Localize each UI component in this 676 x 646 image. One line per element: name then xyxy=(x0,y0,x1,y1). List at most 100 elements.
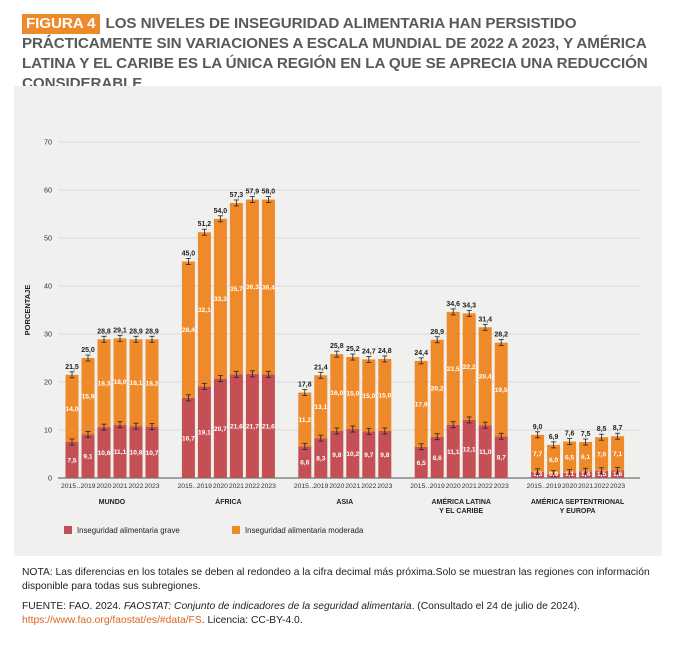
total-value-label: 25,2 xyxy=(346,346,360,353)
bar-moderate xyxy=(579,442,593,472)
total-value-label: 29,1 xyxy=(113,327,127,334)
total-value-label: 24,7 xyxy=(362,348,376,355)
total-value-label: 45,0 xyxy=(182,251,196,258)
category-label: 2019 xyxy=(197,483,212,490)
bar-moderate xyxy=(298,392,312,447)
bar-severe xyxy=(378,430,392,478)
category-label: 2019 xyxy=(430,483,445,490)
category-label: 2023 xyxy=(261,483,276,490)
bar-severe xyxy=(494,436,508,478)
bar-severe xyxy=(213,378,227,478)
total-value-label: 25,0 xyxy=(81,347,95,354)
severe-value-label: 0,9 xyxy=(549,471,558,478)
bar-severe xyxy=(65,442,79,478)
total-value-label: 54,0 xyxy=(214,208,228,215)
severe-value-label: 20,7 xyxy=(214,426,227,433)
moderate-value-label: 15,0 xyxy=(378,392,391,399)
legend-swatch xyxy=(64,526,72,534)
severe-value-label: 1,6 xyxy=(613,471,622,478)
moderate-value-label: 35,7 xyxy=(230,286,243,293)
group-label: AMÉRICA LATINA xyxy=(431,497,491,506)
y-tick-label: 40 xyxy=(44,282,52,291)
bar-severe xyxy=(414,446,428,478)
bar-severe xyxy=(97,427,111,478)
moderate-value-label: 18,0 xyxy=(114,379,127,386)
category-label: 2020 xyxy=(329,483,344,490)
y-tick-label: 0 xyxy=(48,474,52,483)
bar-moderate xyxy=(531,434,545,472)
bar-severe xyxy=(462,419,476,478)
total-value-label: 7,5 xyxy=(581,431,591,438)
source-consulted: . (Consultado el 24 de julio de 2024). xyxy=(411,601,580,612)
moderate-value-label: 6,1 xyxy=(581,454,590,461)
y-tick-label: 70 xyxy=(44,138,52,147)
severe-value-label: 21,7 xyxy=(246,423,259,430)
moderate-value-label: 18,3 xyxy=(98,381,111,388)
severe-value-label: 1,3 xyxy=(533,471,542,478)
moderate-value-label: 6,0 xyxy=(549,457,558,464)
total-value-label: 9,0 xyxy=(533,424,543,431)
severe-value-label: 21,6 xyxy=(230,424,243,431)
total-value-label: 7,6 xyxy=(565,431,575,438)
moderate-value-label: 6,5 xyxy=(565,455,574,462)
severe-value-label: 11,1 xyxy=(114,449,127,456)
bar-moderate xyxy=(129,339,143,427)
total-value-label: 34,3 xyxy=(462,302,476,309)
bar-moderate xyxy=(378,358,392,431)
severe-value-label: 11,0 xyxy=(479,449,492,456)
severe-value-label: 19,1 xyxy=(198,430,211,437)
group-label: AMÉRICA SEPTENTRIONAL xyxy=(531,497,625,506)
group-label: MUNDO xyxy=(99,499,126,506)
moderate-value-label: 7,7 xyxy=(533,451,542,458)
category-label: 2020 xyxy=(446,483,461,490)
severe-value-label: 21,6 xyxy=(262,424,275,431)
severe-value-label: 9,7 xyxy=(364,452,373,459)
moderate-value-label: 7,1 xyxy=(613,451,622,458)
moderate-value-label: 19,5 xyxy=(495,387,508,394)
total-value-label: 17,8 xyxy=(298,382,312,389)
severe-value-label: 10,6 xyxy=(98,450,111,457)
severe-value-label: 8,6 xyxy=(433,455,442,462)
moderate-value-label: 23,5 xyxy=(447,366,460,373)
severe-value-label: 10,8 xyxy=(130,450,143,457)
severe-value-label: 1,5 xyxy=(597,471,606,478)
bar-severe xyxy=(430,436,444,478)
bar-severe xyxy=(595,470,609,478)
source-link[interactable]: https://www.fao.org/faostat/es/#data/FS xyxy=(22,615,202,626)
total-value-label: 57,3 xyxy=(230,192,244,199)
total-value-label: 34,6 xyxy=(446,301,460,308)
category-label: 2022 xyxy=(245,483,260,490)
bar-moderate xyxy=(478,327,492,426)
category-label: 2015… xyxy=(294,483,316,490)
moderate-value-label: 15,0 xyxy=(362,393,375,400)
total-value-label: 58,0 xyxy=(262,189,276,196)
figure-title: LOS NIVELES DE INSEGURIDAD ALIMENTARIA H… xyxy=(22,15,648,92)
bar-severe xyxy=(81,434,95,478)
bar-moderate xyxy=(145,339,159,427)
severe-value-label: 16,7 xyxy=(182,435,195,442)
legend-label: Inseguridad alimentaria moderada xyxy=(245,526,364,535)
bar-severe xyxy=(478,425,492,478)
total-value-label: 31,4 xyxy=(478,316,492,323)
moderate-value-label: 14,0 xyxy=(66,406,79,413)
category-label: 2019 xyxy=(80,483,95,490)
category-label: 2020 xyxy=(96,483,111,490)
category-label: 2021 xyxy=(345,483,360,490)
category-label: 2015… xyxy=(177,483,199,490)
category-label: 2023 xyxy=(377,483,392,490)
bar-moderate xyxy=(414,360,428,447)
moderate-value-label: 13,1 xyxy=(314,404,327,411)
y-tick-label: 50 xyxy=(44,234,52,243)
category-label: 2021 xyxy=(112,483,127,490)
moderate-value-label: 20,4 xyxy=(479,374,492,381)
severe-value-label: 8,3 xyxy=(316,456,325,463)
moderate-value-label: 33,3 xyxy=(214,296,227,303)
total-value-label: 21,4 xyxy=(314,364,328,371)
bar-severe xyxy=(314,438,328,478)
moderate-value-label: 32,1 xyxy=(198,307,211,314)
category-label: 2023 xyxy=(144,483,159,490)
bar-severe xyxy=(181,397,195,478)
moderate-value-label: 11,2 xyxy=(299,417,312,424)
bar-moderate xyxy=(462,313,476,420)
total-value-label: 28,9 xyxy=(129,328,143,335)
